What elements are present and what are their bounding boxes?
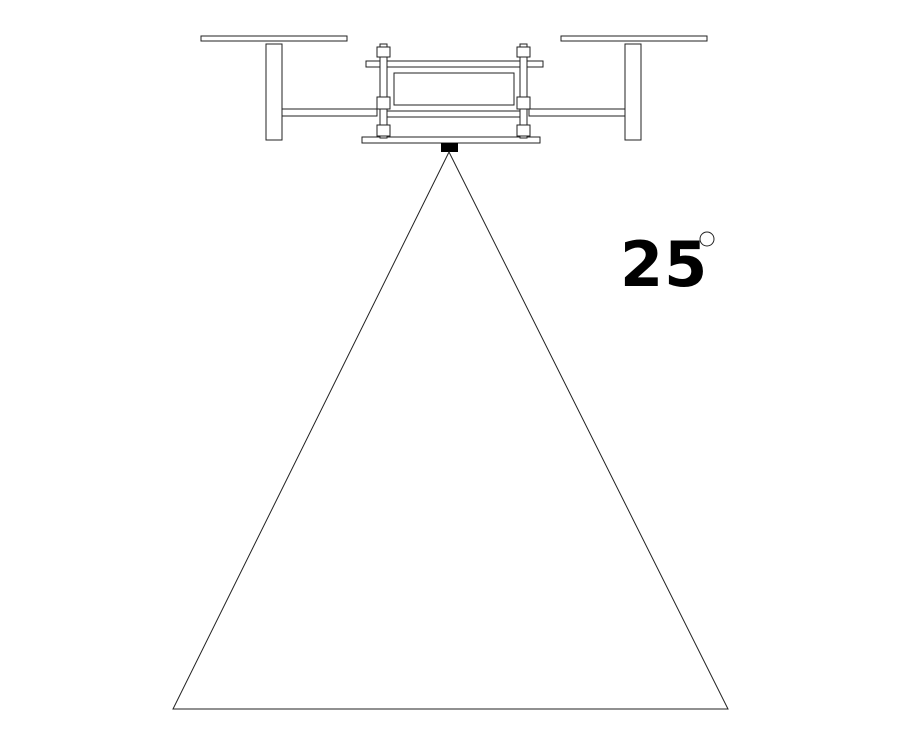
mid-plate [385,110,523,118]
camera [441,143,458,152]
right-standoff [516,43,531,139]
right-motor [624,43,642,141]
left-rotor [200,35,348,141]
bottom-plate [361,136,541,144]
angle-value-label: 25 [620,228,709,301]
field-of-view-cone [172,150,729,710]
left-motor [265,43,283,141]
right-propeller-blade [560,35,708,42]
degree-circle-icon [699,231,715,247]
battery [393,72,515,106]
drone-body [361,43,544,144]
right-arm [528,108,626,117]
top-plate [365,60,544,68]
left-arm [281,108,378,117]
right-rotor [560,35,708,141]
left-propeller-blade [200,35,348,42]
left-standoff [376,43,391,139]
